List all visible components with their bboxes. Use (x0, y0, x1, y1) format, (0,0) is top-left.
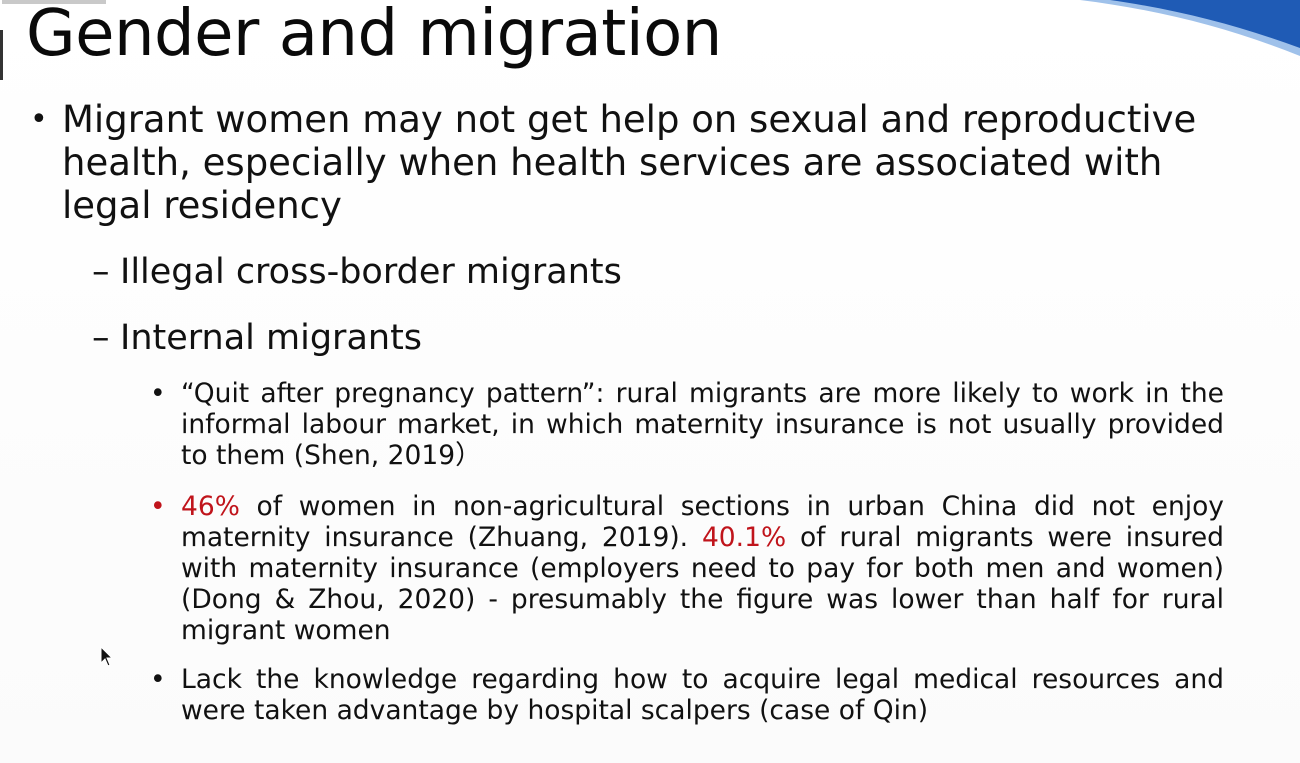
stat-40-1-percent: 40.1% (701, 522, 787, 553)
slide-title: Gender and migration (26, 0, 722, 71)
sub-bullet-text: Illegal cross-border migrants (120, 252, 622, 292)
detail-text: Lack the knowledge regarding how to acqu… (181, 664, 1224, 726)
stat-text-2: of rural migrants were insured with mate… (181, 522, 1225, 646)
dash-icon: – (92, 318, 110, 358)
main-bullet: • Migrant women may not get help on sexu… (30, 98, 1240, 227)
bullet-icon: • (30, 102, 48, 137)
bullet-icon: • (150, 664, 166, 695)
left-edge-marker-decoration (0, 30, 3, 80)
top-left-bar-decoration (2, 0, 106, 4)
mouse-pointer-icon (100, 646, 114, 667)
detail-text: “Quit after pregnancy pattern”: rural mi… (181, 378, 1224, 471)
bullet-icon: • (150, 378, 166, 409)
main-bullet-text: Migrant women may not get help on sexual… (62, 98, 1197, 227)
stat-text-1: of women in non-agricultural sections in… (181, 491, 1224, 553)
sub-bullet-internal-migrants: – Internal migrants (92, 318, 422, 358)
stat-46-percent: 46% (181, 491, 240, 522)
detail-lack-knowledge: • Lack the knowledge regarding how to ac… (150, 664, 1224, 726)
bullet-icon: • (150, 491, 166, 522)
sub-bullet-text: Internal migrants (120, 318, 423, 358)
detail-maternity-insurance: • 46% of women in non-agricultural secti… (150, 491, 1224, 646)
blue-swoosh-decoration (1080, 0, 1300, 56)
detail-text: 46% of women in non-agricultural section… (181, 491, 1224, 646)
sub-bullet-illegal-migrants: – Illegal cross-border migrants (92, 252, 622, 292)
detail-quit-after-pregnancy: • “Quit after pregnancy pattern”: rural … (150, 378, 1224, 471)
dash-icon: – (92, 252, 110, 292)
